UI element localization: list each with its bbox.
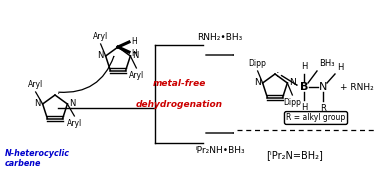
Text: N: N [97,52,104,61]
Text: Aryl: Aryl [93,32,108,41]
Text: H: H [131,37,137,46]
Text: :: : [276,69,280,79]
FancyArrowPatch shape [59,56,114,92]
Text: N: N [319,82,327,92]
Text: ⁱPr₂NH•BH₃: ⁱPr₂NH•BH₃ [195,146,245,155]
Text: Aryl: Aryl [67,119,82,128]
Text: N: N [132,52,139,61]
Text: N: N [34,99,41,108]
Text: + RNH₂: + RNH₂ [340,83,374,92]
Text: dehydrogenation: dehydrogenation [135,100,223,109]
Text: N: N [290,78,296,87]
Text: :: : [57,90,60,100]
FancyArrowPatch shape [281,76,297,85]
Text: R = alkyl group: R = alkyl group [287,114,345,122]
Text: B: B [300,82,308,92]
Text: H: H [301,62,307,71]
Text: metal-free: metal-free [152,79,206,88]
Text: BH₃: BH₃ [319,59,335,68]
Text: N: N [70,99,76,108]
Text: R: R [320,104,326,113]
Text: N: N [254,78,261,87]
Text: Dipp: Dipp [284,98,301,107]
Text: Dipp: Dipp [249,59,266,68]
Text: N-heterocyclic
carbene: N-heterocyclic carbene [5,149,70,168]
Text: H: H [337,63,343,72]
Text: H: H [301,103,307,112]
Text: H: H [131,49,137,58]
Text: Aryl: Aryl [28,80,43,89]
Text: Aryl: Aryl [129,71,144,80]
Text: RNH₂•BH₃: RNH₂•BH₃ [197,33,243,42]
Text: [ⁱPr₂N=BH₂]: [ⁱPr₂N=BH₂] [266,150,324,160]
